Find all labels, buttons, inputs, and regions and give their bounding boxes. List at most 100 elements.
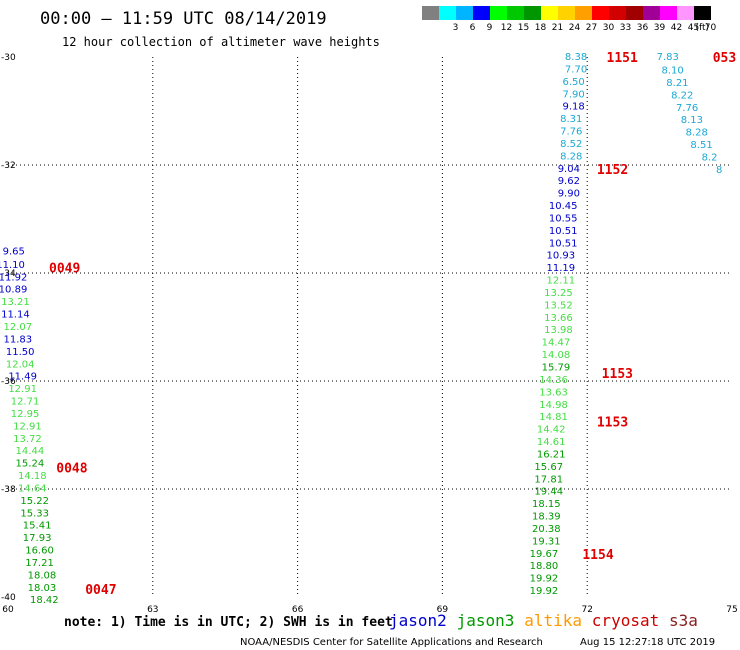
time-label: 1151 (607, 51, 638, 66)
scale-swatch (541, 6, 558, 20)
scale-swatch (592, 6, 609, 20)
footer-note: note: 1) Time is in UTC; 2) SWH is in fe… (64, 615, 393, 630)
time-label: 1153 (602, 367, 633, 382)
wave-height-value: 19.67 (530, 549, 559, 560)
scale-swatch (422, 6, 439, 20)
wave-height-value: 16.21 (537, 449, 566, 460)
satellite-label: jason2 (389, 611, 447, 630)
y-tick-label: -34 (1, 269, 16, 279)
wave-height-value: 15.22 (20, 496, 49, 507)
scale-label: 33 (620, 23, 631, 33)
scale-label: 21 (552, 23, 563, 33)
scale-swatch (626, 6, 643, 20)
wave-height-value: 8.28 (686, 128, 708, 139)
wave-height-value: 11.50 (6, 347, 35, 358)
data-labels: 8.387.706.507.909.188.317.768.528.289.04… (0, 52, 722, 606)
y-tick-label: -36 (1, 377, 16, 387)
wave-height-value: 17.93 (23, 533, 52, 544)
x-tick-label: 63 (147, 605, 158, 615)
wave-height-value: 18.03 (28, 583, 57, 594)
wave-height-value: 10.51 (549, 238, 578, 249)
x-tick-label: 72 (581, 605, 592, 615)
wave-height-value: 15.24 (16, 459, 45, 470)
wave-height-value: 14.47 (542, 338, 571, 349)
wave-height-value: 11.14 (1, 310, 30, 321)
chart-subtitle: 12 hour collection of altimeter wave hei… (62, 35, 380, 49)
wave-height-value: 7.90 (563, 89, 585, 100)
wave-height-value: 8 (716, 165, 722, 176)
time-label: 0047 (85, 583, 116, 598)
wave-height-value: 10.55 (549, 213, 578, 224)
scale-swatch (524, 6, 541, 20)
wave-height-value: 16.60 (25, 546, 54, 557)
wave-height-value: 13.52 (544, 300, 573, 311)
satellite-legend: jason2 jason3 altika cryosat s3a (389, 611, 698, 630)
wave-height-value: 8.51 (690, 140, 712, 151)
wave-height-value: 18.39 (532, 512, 561, 523)
x-tick-label: 66 (292, 605, 304, 615)
scale-swatch (694, 6, 711, 20)
footer: note: 1) Time is in UTC; 2) SWH is in fe… (64, 611, 715, 648)
scale-swatch (473, 6, 490, 20)
wave-height-value: 17.21 (25, 558, 54, 569)
header: 00:00 – 11:59 UTC 08/14/2019 12 hour col… (40, 9, 380, 49)
wave-height-value: 10.51 (549, 226, 578, 237)
scale-swatch (575, 6, 592, 20)
time-label: 053 (713, 51, 736, 66)
wave-height-value: 19.92 (530, 586, 559, 597)
y-tick-label: -30 (1, 53, 16, 63)
wave-height-value: 13.25 (544, 288, 573, 299)
wave-height-value: 14.18 (18, 471, 47, 482)
footer-credit: NOAA/NESDIS Center for Satellite Applica… (240, 637, 543, 648)
wave-height-value: 18.15 (532, 499, 561, 510)
wave-height-value: 7.76 (676, 103, 698, 114)
wave-height-value: 14.81 (539, 412, 568, 423)
wave-height-value: 9.62 (558, 176, 580, 187)
wave-height-value: 19.92 (530, 574, 559, 585)
scale-swatch (558, 6, 575, 20)
scale-label: 30 (603, 23, 615, 33)
scale-label: 36 (637, 23, 649, 33)
wave-height-value: 18.80 (530, 561, 559, 572)
wave-height-value: 14.42 (537, 425, 566, 436)
wave-height-value: 15.79 (542, 363, 571, 374)
wave-height-value: 8.31 (560, 114, 582, 125)
x-tick-label: 75 (726, 605, 737, 615)
wave-height-value: 12.91 (13, 421, 42, 432)
wave-height-value: 13.98 (544, 325, 573, 336)
wave-height-value: 11.83 (3, 334, 32, 345)
wave-height-value: 10.89 (0, 285, 27, 296)
wave-height-value: 12.91 (8, 384, 37, 395)
wave-height-value: 14.44 (16, 446, 45, 457)
scale-swatch (643, 6, 660, 20)
satellite-label: jason3 (457, 611, 515, 630)
satellite-label: s3a (669, 611, 698, 630)
footer-timestamp: Aug 15 12:27:18 UTC 2019 (580, 637, 715, 648)
y-tick-label: -32 (1, 161, 16, 171)
scale-swatch (660, 6, 677, 20)
time-label: 0049 (49, 262, 80, 277)
scale-label: 3 (453, 23, 459, 33)
time-labels: 1151 053 1152 0049 1153 1153 0048 1154 0047 (49, 51, 736, 598)
wave-height-value: 11.10 (0, 260, 25, 271)
satellite-label: cryosat (592, 611, 659, 630)
wave-height-value: 11.19 (546, 263, 575, 274)
time-label: 1153 (597, 416, 628, 431)
wave-height-value: 11.92 (0, 272, 27, 283)
x-tick-label: 69 (437, 605, 449, 615)
wave-height-value: 10.45 (549, 201, 578, 212)
wave-height-value: 7.76 (560, 127, 582, 138)
wave-height-value: 8.28 (560, 151, 582, 162)
chart-title: 00:00 – 11:59 UTC 08/14/2019 (40, 9, 327, 29)
scale-label: 18 (535, 23, 547, 33)
wave-height-value: 8.13 (681, 115, 703, 126)
tick-labels: 60 63 66 69 72 75 -30 -32 -34 -36 -38 -40 (1, 53, 738, 615)
scale-swatch (677, 6, 694, 20)
wave-height-value: 12.07 (3, 322, 32, 333)
wave-height-value: 14.08 (542, 350, 571, 361)
wave-height-value: 15.33 (20, 508, 49, 519)
color-scale: 3 6 9 12 15 18 21 24 27 30 33 36 39 42 45 70(ft) (422, 6, 716, 33)
wave-height-value: 18.42 (30, 595, 59, 606)
wave-height-value: 8.52 (560, 139, 582, 150)
